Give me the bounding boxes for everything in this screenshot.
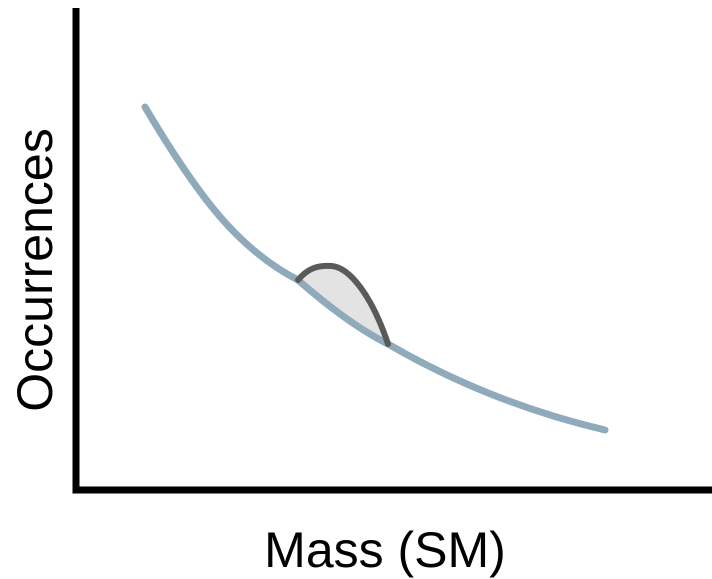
excess-bump-fill [298, 265, 388, 344]
excess-bump-outline [295, 262, 391, 347]
y-axis-label: Occurrences [7, 128, 63, 411]
x-axis-label: Mass (SM) [264, 522, 506, 578]
background-curve [141, 103, 609, 434]
